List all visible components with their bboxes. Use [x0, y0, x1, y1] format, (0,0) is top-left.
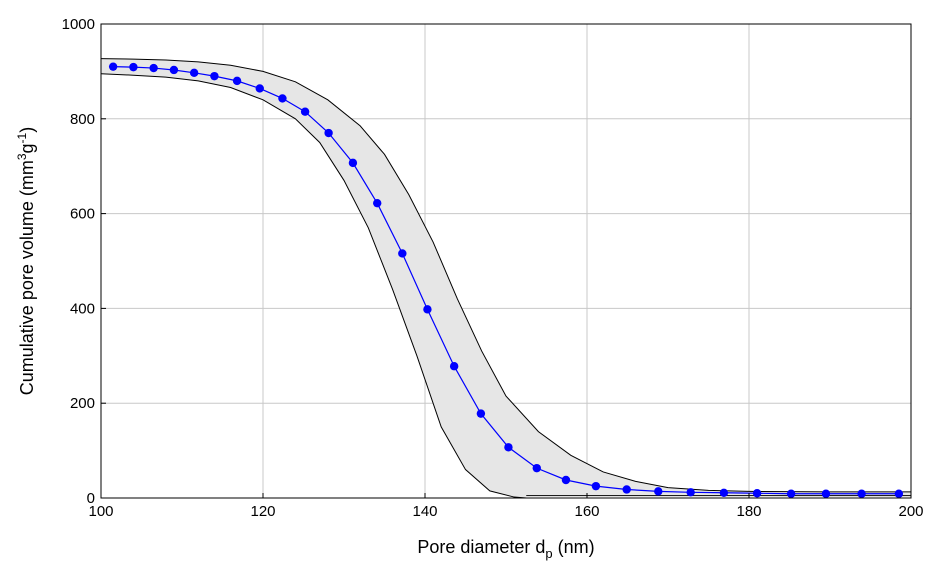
x-axis-ticks: 100 120 140 160 180 200: [88, 493, 924, 520]
data-point: [752, 489, 762, 498]
y-tick-label: 800: [70, 111, 95, 128]
data-point: [232, 76, 242, 86]
data-point: [686, 488, 695, 497]
data-point: [324, 128, 333, 138]
x-tick-label: 140: [412, 503, 437, 520]
data-point: [255, 84, 264, 93]
data-point: [129, 62, 138, 72]
x-tick-label: 200: [898, 503, 923, 520]
data-point: [449, 362, 459, 371]
data-point: [210, 71, 219, 81]
data-point: [532, 463, 541, 473]
data-point: [561, 475, 571, 485]
data-point: [278, 94, 287, 103]
data-point: [169, 65, 179, 75]
data-point: [719, 488, 729, 497]
data-point: [654, 487, 663, 496]
x-tick-label: 100: [88, 503, 113, 520]
data-point: [821, 489, 831, 498]
band-fill: [101, 58, 911, 499]
y-tick-label: 0: [87, 490, 95, 507]
data-point: [398, 249, 407, 258]
data-point: [504, 443, 513, 452]
y-tick-label: 600: [70, 206, 95, 223]
data-point: [786, 489, 796, 498]
x-tick-label: 180: [736, 503, 761, 520]
data-point: [423, 305, 432, 314]
x-tick-label: 160: [574, 503, 599, 520]
y-tick-label: 1000: [62, 16, 95, 33]
data-point: [149, 63, 158, 73]
data-point: [894, 489, 904, 498]
data-point: [189, 68, 199, 78]
data-point: [108, 62, 118, 71]
data-point: [373, 198, 382, 208]
x-tick-label: 120: [250, 503, 275, 520]
confidence-band: [100, 58, 911, 499]
y-axis-title: Cumulative pore volume (mm3g-1): [15, 127, 37, 395]
y-tick-label: 400: [70, 300, 95, 317]
data-point: [622, 485, 631, 494]
y-axis-ticks: 0 200 400 600 800 1000: [62, 16, 106, 507]
plot-frame: [100, 23, 912, 499]
data-point: [476, 409, 486, 418]
data-point: [300, 107, 310, 116]
x-axis-title: Pore diameter dp (nm): [417, 537, 594, 561]
data-point: [348, 158, 358, 168]
series-layer: [108, 62, 904, 498]
band-lower-line: [100, 73, 527, 499]
data-point: [591, 481, 601, 491]
y-tick-label: 200: [70, 395, 95, 412]
data-point: [857, 489, 866, 498]
band-upper-line: [100, 58, 911, 493]
